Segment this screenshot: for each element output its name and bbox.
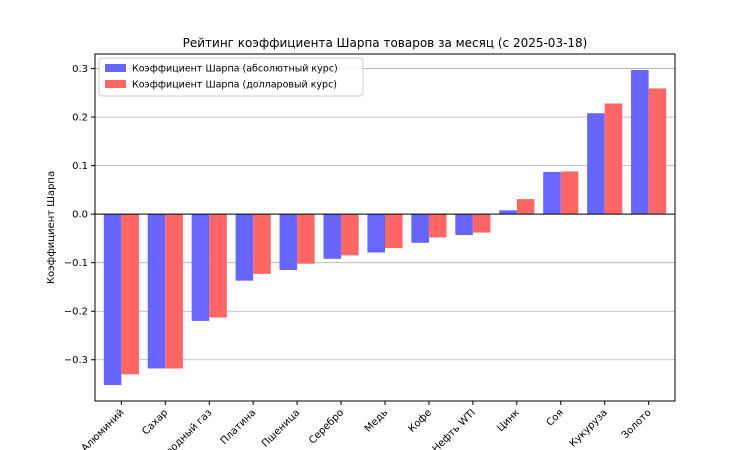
x-tick-label: Медь (363, 407, 390, 434)
bar-absolute (499, 210, 517, 215)
bar-absolute (235, 214, 254, 281)
bar-absolute (367, 214, 385, 253)
legend-label: Коэффициент Шарпа (долларовый курс) (132, 80, 337, 91)
bar-dollar (604, 103, 623, 215)
y-tick-label: −0.2 (64, 307, 88, 318)
legend: Коэффициент Шарпа (абсолютный курс) Коэфф… (98, 57, 364, 97)
legend-label: Коэффициент Шарпа (абсолютный курс) (132, 64, 338, 75)
bar-dollar (341, 214, 359, 256)
x-tick-label: Цинк (495, 407, 522, 434)
x-tick-label: Платина (219, 407, 259, 447)
x-tick-label: Кукуруза (568, 407, 610, 449)
y-axis-title: Коэффициент Шарпа (46, 171, 57, 284)
y-tick-label: 0.1 (72, 161, 88, 172)
x-tick-label: Кофе (407, 407, 435, 435)
bar-dollar (121, 214, 139, 375)
x-tick-label: Алюминий (80, 407, 127, 450)
y-tick-label: 0.3 (72, 64, 88, 75)
bar-dollar (297, 214, 315, 264)
x-tick-label: Сахар (140, 407, 170, 437)
legend-swatch (105, 64, 126, 72)
bar-dollar (472, 214, 491, 233)
bar-dollar (385, 214, 403, 249)
legend-box (98, 57, 364, 97)
x-tick-label: Пшеница (260, 407, 302, 449)
y-tick-label: 0.0 (72, 210, 88, 221)
bar-absolute (103, 214, 122, 385)
bar-dollar (648, 88, 667, 215)
bar-absolute (411, 214, 429, 243)
bars (103, 70, 667, 385)
bar-absolute (587, 113, 605, 215)
bar-absolute (279, 214, 298, 270)
y-tick-label: 0.2 (72, 113, 88, 124)
chart-title: Рейтинг коэффициента Шарпа товаров за ме… (183, 36, 588, 50)
x-tick-label: Нефть WTI (431, 407, 478, 450)
y-tick-label: −0.1 (64, 258, 88, 269)
bar-dollar (209, 214, 227, 318)
x-tick-label: Серебро (307, 407, 346, 446)
x-tick-label: Соя (545, 407, 566, 428)
y-axis: −0.3 −0.2 −0.1 0.0 0.1 0.2 0.3 (64, 64, 95, 366)
bar-absolute (147, 214, 166, 369)
bar-absolute (323, 214, 342, 259)
x-tick-label: Золото (620, 407, 654, 441)
bar-dollar (560, 171, 579, 215)
bar-absolute (631, 70, 649, 215)
bar-absolute (455, 214, 473, 236)
bar-absolute (191, 214, 210, 321)
bar-dollar (516, 199, 535, 215)
bar-dollar (165, 214, 183, 369)
y-tick-label: −0.3 (64, 355, 88, 366)
bar-absolute (543, 171, 561, 215)
bar-dollar (253, 214, 271, 274)
bar-dollar (428, 214, 447, 238)
legend-swatch (105, 80, 126, 88)
